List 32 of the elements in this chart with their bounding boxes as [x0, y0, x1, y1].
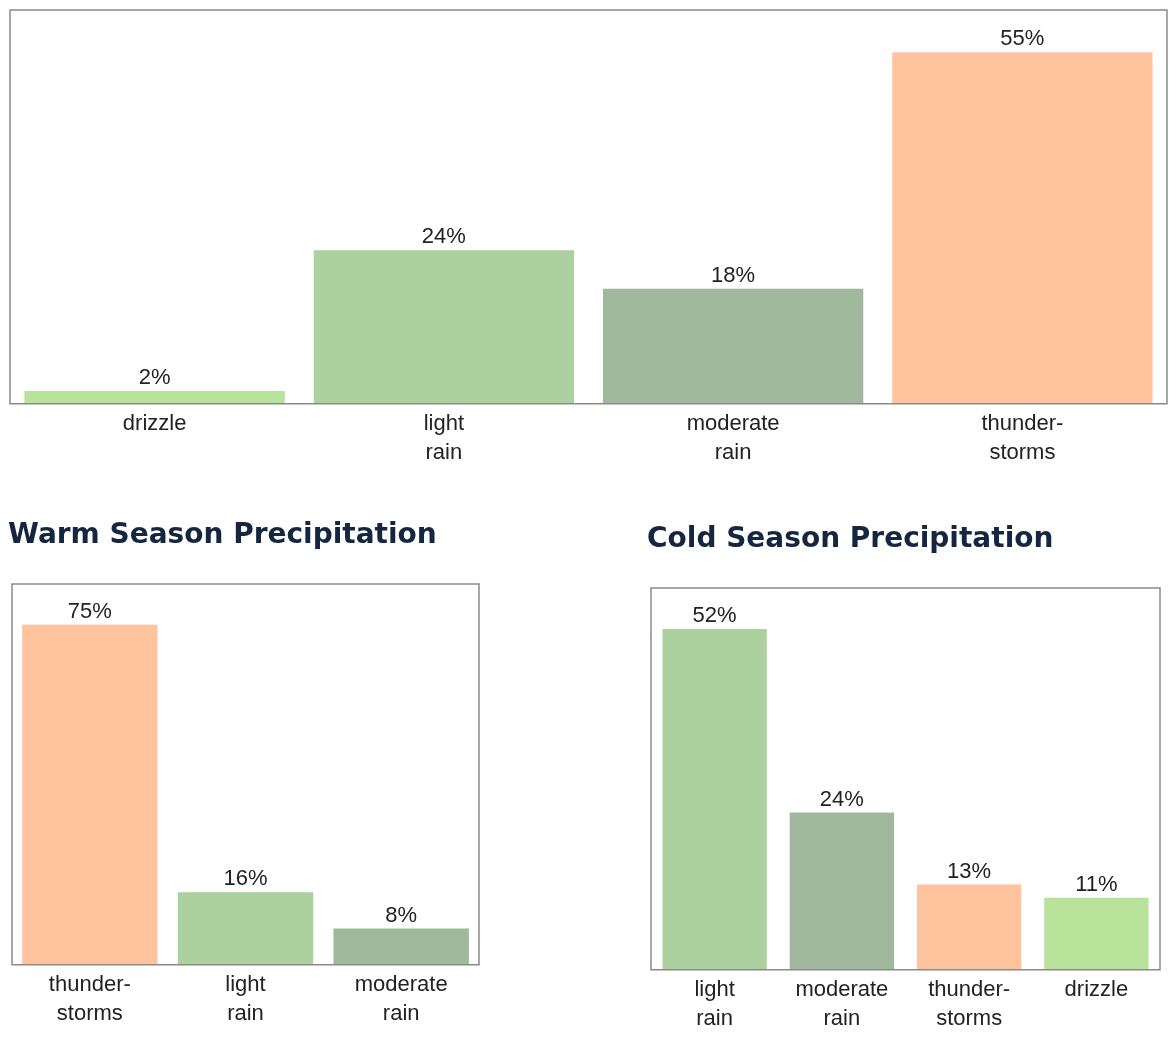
- x-tick-label: moderate rain: [795, 976, 889, 1030]
- x-tick-label: moderate rain: [686, 410, 780, 464]
- data-label: 18%: [711, 261, 756, 287]
- data-label: 75%: [67, 597, 112, 623]
- x-tick-label: thunder-storms: [928, 976, 1011, 1030]
- data-label: 11%: [1075, 870, 1118, 896]
- bar: [1044, 897, 1149, 970]
- data-label: 16%: [223, 865, 268, 891]
- data-label: 24%: [819, 785, 864, 811]
- bar: [916, 884, 1022, 970]
- chart-title: Cold Season Precipitation: [647, 520, 1055, 556]
- bar: [24, 391, 285, 404]
- x-tick-label: light rain: [423, 410, 465, 464]
- x-tick-label: drizzle: [1064, 976, 1129, 1002]
- bar: [602, 288, 864, 404]
- x-tick-label: thunder-storms: [981, 410, 1064, 464]
- chart-title: Warm Season Precipitation: [8, 516, 438, 552]
- bar: [892, 52, 1153, 404]
- x-tick-label: light rain: [225, 971, 266, 1025]
- x-tick-label: drizzle: [122, 410, 187, 436]
- data-label: 52%: [692, 601, 737, 627]
- data-label: 13%: [947, 857, 992, 883]
- data-label: 55%: [1000, 25, 1045, 51]
- data-label: 8%: [385, 901, 418, 927]
- bar: [313, 250, 575, 404]
- bar: [662, 628, 767, 970]
- data-label: 2%: [138, 364, 171, 390]
- data-label: 24%: [421, 223, 466, 249]
- x-tick-label: light rain: [694, 976, 735, 1030]
- x-tick-label: moderate rain: [354, 971, 448, 1025]
- x-tick-label: thunder-storms: [48, 971, 131, 1025]
- bar: [789, 812, 895, 970]
